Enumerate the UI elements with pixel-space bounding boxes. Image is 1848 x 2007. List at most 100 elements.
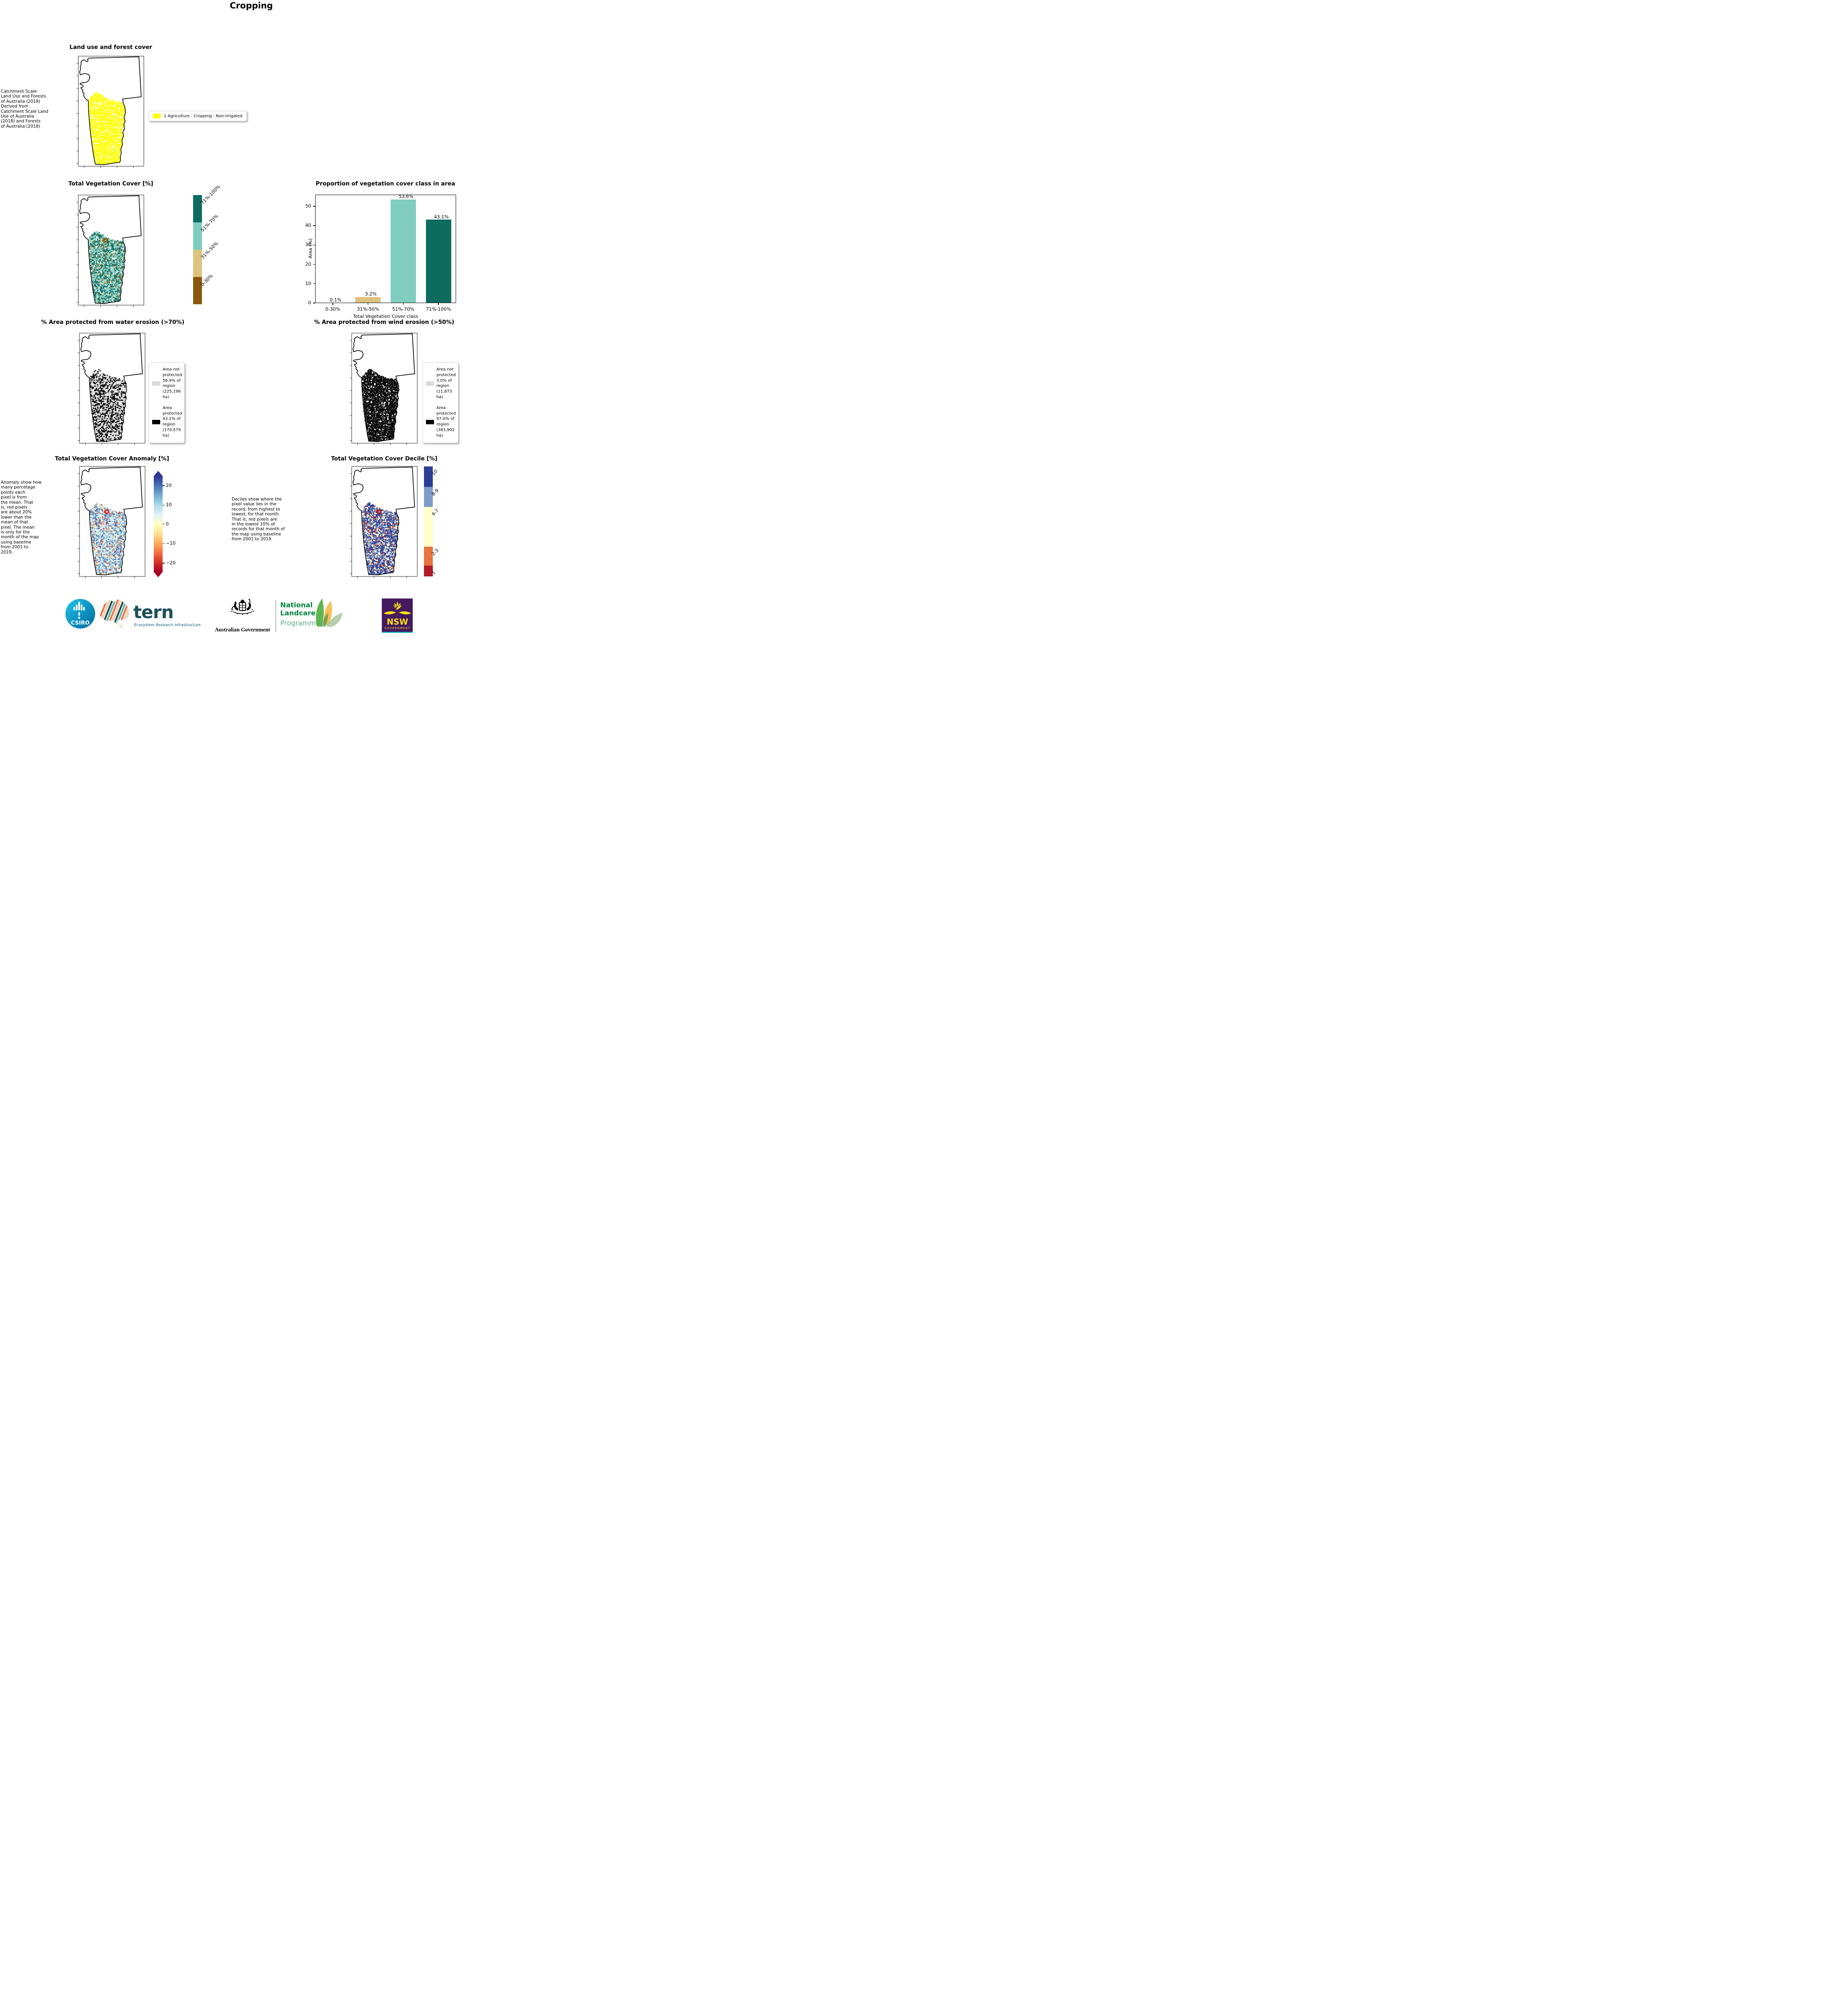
anomaly-colorbar-tick xyxy=(163,485,165,486)
landuse-legend-label: 1 Agriculture - Cropping - Non-irrigated xyxy=(164,114,242,118)
water-legend-item-not-protected: Area not protected 56.9% of region (225,… xyxy=(152,367,182,400)
decile-colorbar-segment-8-9 xyxy=(424,486,433,507)
wind-protected-swatch xyxy=(426,419,434,424)
csiro-wordmark: CSIRO xyxy=(71,620,90,626)
bar-71%-100% xyxy=(426,220,451,303)
nsw-waratah-icon xyxy=(382,600,413,617)
nsw-government-logo: NSW GOVERNMENT xyxy=(382,598,413,633)
anomaly-panel-title: Total Vegetation Cover Anomaly [%] xyxy=(55,456,169,462)
report-page: Cropping Land use and forest cover Catch… xyxy=(0,0,462,634)
tvc-panel-title: Total Vegetation Cover [%] xyxy=(68,181,153,187)
anomaly-colorbar-tick-label: 0 xyxy=(166,521,169,527)
chart-y-tick-label: 20 xyxy=(305,261,311,267)
tern-logo: tern Ecosystem Research Infrastructure xyxy=(98,599,201,628)
chart-y-tick-label: 0 xyxy=(308,300,311,305)
wind-map xyxy=(350,333,418,445)
chart-y-tick-label: 40 xyxy=(305,222,311,228)
water-legend-item-protected: Area protected 43.1% of region (170,579 … xyxy=(152,405,182,439)
wind-protected-label: Area protected 97.0% of region (383,902 … xyxy=(436,405,456,438)
decile-colorbar xyxy=(424,466,433,576)
water-map xyxy=(77,333,145,445)
chart-x-tick-label: 51%-70% xyxy=(392,306,415,312)
water-protected-label: Area protected 43.1% of region (170,579 … xyxy=(163,405,182,438)
landcare-leaves-icon xyxy=(316,598,343,627)
tvc-colorbar-segment-51%-70% xyxy=(193,222,202,250)
water-panel-title: % Area protected from water erosion (>70… xyxy=(41,319,185,326)
chart-y-tick xyxy=(313,225,315,226)
bar-value-label: 3.2% xyxy=(365,291,377,297)
wind-legend-item-protected: Area protected 97.0% of region (383,902 … xyxy=(426,405,456,439)
footer-logos: CSIRO tern Ecosystem Research Infrastruc… xyxy=(65,598,413,633)
tvc-colorbar-label: 31%-50% xyxy=(200,240,220,260)
decile-caption: Deciles show where the pixel value lies … xyxy=(232,497,285,542)
wind-legend: Area not protected 3.0% of region (11,87… xyxy=(422,362,458,443)
decile-map xyxy=(350,466,418,578)
bar-value-label: 0.1% xyxy=(330,297,342,303)
anomaly-colorbar-tick-label: 10 xyxy=(166,502,172,508)
bar-51%-70% xyxy=(390,199,416,303)
water-protected-swatch xyxy=(152,419,160,424)
nsw-wordmark: NSW xyxy=(387,617,408,627)
anomaly-colorbar-top-arrow xyxy=(154,471,163,476)
chart-x-tick xyxy=(332,303,333,305)
water-not-protected-label: Area not protected 56.9% of region (225,… xyxy=(163,367,182,399)
tvc-colorbar-segment-0-30% xyxy=(193,277,202,304)
csiro-logo: CSIRO xyxy=(65,599,95,629)
chart-y-tick-label: 50 xyxy=(305,203,311,209)
decile-colorbar-segment-2-3 xyxy=(424,547,433,566)
tvc-colorbar-label: 71%-100% xyxy=(200,183,222,206)
wind-panel-title: % Area protected from wind erosion (>50%… xyxy=(314,319,454,326)
decile-panel-title: Total Vegetation Cover Decile [%] xyxy=(331,456,438,462)
tvc-colorbar xyxy=(193,195,202,304)
landcare-line1: National xyxy=(280,601,313,609)
landuse-legend: 1 Agriculture - Cropping - Non-irrigated xyxy=(149,111,247,121)
wind-not-protected-swatch xyxy=(426,381,434,386)
decile-colorbar-segment-1 xyxy=(424,565,433,576)
chart-x-tick-label: 71%-100% xyxy=(426,306,451,312)
tvc-colorbar-segment-31%-50% xyxy=(193,250,202,277)
tern-wordmark: tern xyxy=(133,602,173,623)
bar-31%-50% xyxy=(355,297,381,303)
tern-subtitle: Ecosystem Research Infrastructure xyxy=(134,623,201,627)
chart-x-tick-label: 0-30% xyxy=(325,306,340,312)
national-landcare-logo: National Landcare Programme xyxy=(280,598,343,627)
bar-value-label: 43.1% xyxy=(434,214,449,220)
anomaly-colorbar-tick-label: −20 xyxy=(166,560,176,566)
landuse-caption: Catchment Scale Land Use and Forests of … xyxy=(1,89,49,129)
landuse-legend-swatch xyxy=(153,114,161,118)
proportion-chart-title: Proportion of vegetation cover class in … xyxy=(316,181,455,187)
water-legend: Area not protected 56.9% of region (225,… xyxy=(149,362,185,443)
tvc-colorbar-segment-71%-100% xyxy=(193,195,202,222)
anomaly-colorbar-tick-label: 20 xyxy=(166,482,172,488)
csiro-wave-icon xyxy=(73,602,85,619)
page-title: Cropping xyxy=(230,1,273,10)
wind-legend-item-not-protected: Area not protected 3.0% of region (11,87… xyxy=(426,367,456,400)
nsw-logo-teal-strip xyxy=(382,632,413,633)
anomaly-colorbar-tick-label: −10 xyxy=(166,540,176,546)
landcare-line3: Programme xyxy=(280,619,320,627)
nsw-government-label: GOVERNMENT xyxy=(385,627,411,630)
decile-colorbar-segment-4-7 xyxy=(424,507,433,547)
landuse-map xyxy=(76,56,144,168)
tvc-colorbar-label: 51%-70% xyxy=(200,213,220,233)
tvc-map xyxy=(76,195,144,307)
chart-y-axis-label: Area (%) xyxy=(308,238,313,259)
australian-government-wordmark: Australian Government xyxy=(215,627,270,633)
chart-x-tick-label: 31%-50% xyxy=(357,306,379,312)
chart-y-tick-label: 30 xyxy=(305,242,311,248)
chart-y-tick xyxy=(313,264,315,265)
chart-x-axis-label: Total Vegetation Cover class xyxy=(353,313,418,319)
bar-value-label: 53.6% xyxy=(399,193,414,199)
water-not-protected-swatch xyxy=(152,381,160,386)
anomaly-caption: Anomaly show how many percetage points e… xyxy=(1,480,42,555)
chart-y-tick xyxy=(313,283,315,284)
csiro-circle xyxy=(65,599,95,629)
anomaly-map xyxy=(77,466,145,578)
chart-y-tick-label: 10 xyxy=(305,280,311,286)
decile-colorbar-segment-10 xyxy=(424,466,433,487)
landuse-panel-title: Land use and forest cover xyxy=(69,44,152,51)
anomaly-colorbar-bottom-arrow xyxy=(154,572,163,577)
anomaly-colorbar-tick xyxy=(163,543,165,544)
australian-government-crest-icon xyxy=(231,598,254,615)
landcare-line2: Landcare xyxy=(280,609,316,617)
